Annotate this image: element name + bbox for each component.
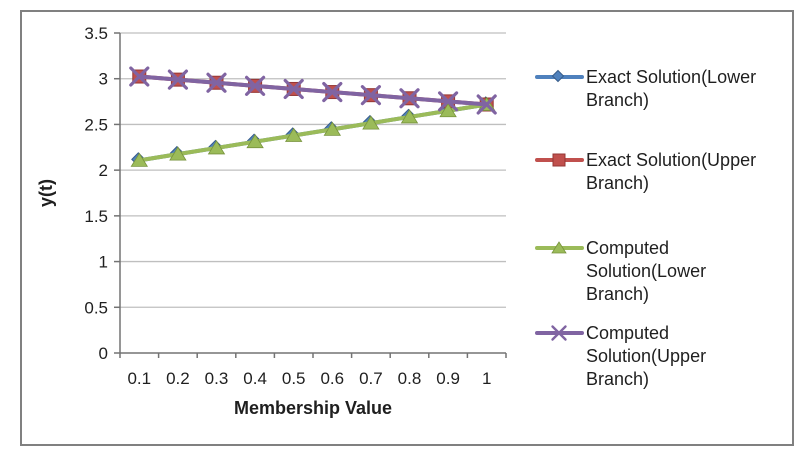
y-axis-title: y(t) [36, 179, 56, 207]
legend-item-exact-solution-upper-branch: Exact Solution(Upper Branch) [535, 150, 756, 193]
marker-x [245, 75, 266, 96]
legend-label: Branch) [586, 173, 649, 193]
marker-x [206, 72, 227, 93]
gridlines [120, 32, 506, 308]
marker-triangle [323, 121, 342, 136]
marker-x [438, 91, 459, 112]
x-tick-label: 0.4 [243, 369, 267, 388]
x-tick-label: 0.3 [205, 369, 229, 388]
x-tick-label: 0.5 [282, 369, 306, 388]
y-tick-label: 3 [99, 70, 108, 89]
legend-label: Solution(Upper [586, 346, 706, 366]
axes [114, 32, 507, 358]
series-computed-solution-upper-branch [129, 66, 497, 115]
y-tick-label: 2 [99, 161, 108, 180]
legend-label: Branch) [586, 369, 649, 389]
x-tick-label: 0.2 [166, 369, 190, 388]
chart-border [20, 10, 794, 446]
x-tick-label: 0.9 [436, 369, 460, 388]
legend-label: Exact Solution(Upper [586, 150, 756, 170]
marker-triangle [246, 133, 264, 149]
x-axis-title: Membership Value [234, 398, 392, 418]
y-tick-label: 1.5 [84, 207, 108, 226]
marker-triangle [207, 140, 226, 155]
y-tick-label: 2.5 [84, 115, 108, 134]
series-line [137, 102, 489, 163]
legend-label: Computed [586, 323, 669, 343]
marker-x [129, 66, 150, 87]
legend-label: Solution(Lower [586, 261, 706, 281]
marker-triangle [362, 115, 380, 130]
marker-x [476, 94, 497, 115]
y-tick-label: 1 [99, 253, 108, 272]
legend-label: Computed [586, 238, 669, 258]
marker-triangle [551, 241, 567, 254]
marker-triangle [400, 109, 419, 124]
marker-diamond [551, 69, 565, 83]
x-tick-label: 0.1 [127, 369, 151, 388]
series-computed-solution-lower-branch [130, 96, 496, 167]
legend-label: Exact Solution(Lower [586, 67, 756, 87]
marker-x [322, 81, 343, 103]
marker-triangle [130, 152, 149, 167]
marker-x [360, 85, 381, 106]
marker-triangle [439, 102, 457, 118]
legend-label: Branch) [586, 284, 649, 304]
legend-item-computed-solution-upper-branch: Computed Solution(Upper Branch) [535, 323, 706, 389]
marker-triangle [169, 146, 187, 161]
x-tick-label: 0.8 [398, 369, 422, 388]
marker-triangle [284, 127, 303, 142]
marker-x [283, 78, 304, 100]
series-line [137, 74, 489, 107]
marker-square [552, 153, 566, 167]
legend-label: Branch) [586, 90, 649, 110]
marker-x [551, 325, 567, 341]
marker-x [167, 69, 188, 90]
x-tick-label: 0.6 [320, 369, 344, 388]
y-tick-label: 3.5 [84, 24, 108, 43]
axis-labels: 0 0.5 1 1.5 2 2.5 3 3.5 0.1 0.2 0.3 0.4 0.5 0.6 0.7 0.8… [84, 24, 491, 388]
x-tick-label: 1 [482, 369, 491, 388]
y-tick-label: 0 [99, 344, 108, 363]
legend-item-exact-solution-lower-branch: Exact Solution(Lower Branch) [535, 67, 756, 110]
x-tick-label: 0.7 [359, 369, 383, 388]
y-tick-label: 0.5 [84, 298, 108, 317]
marker-x [399, 88, 420, 109]
legend-item-computed-solution-lower-branch: Computed Solution(Lower Branch) [535, 238, 706, 304]
